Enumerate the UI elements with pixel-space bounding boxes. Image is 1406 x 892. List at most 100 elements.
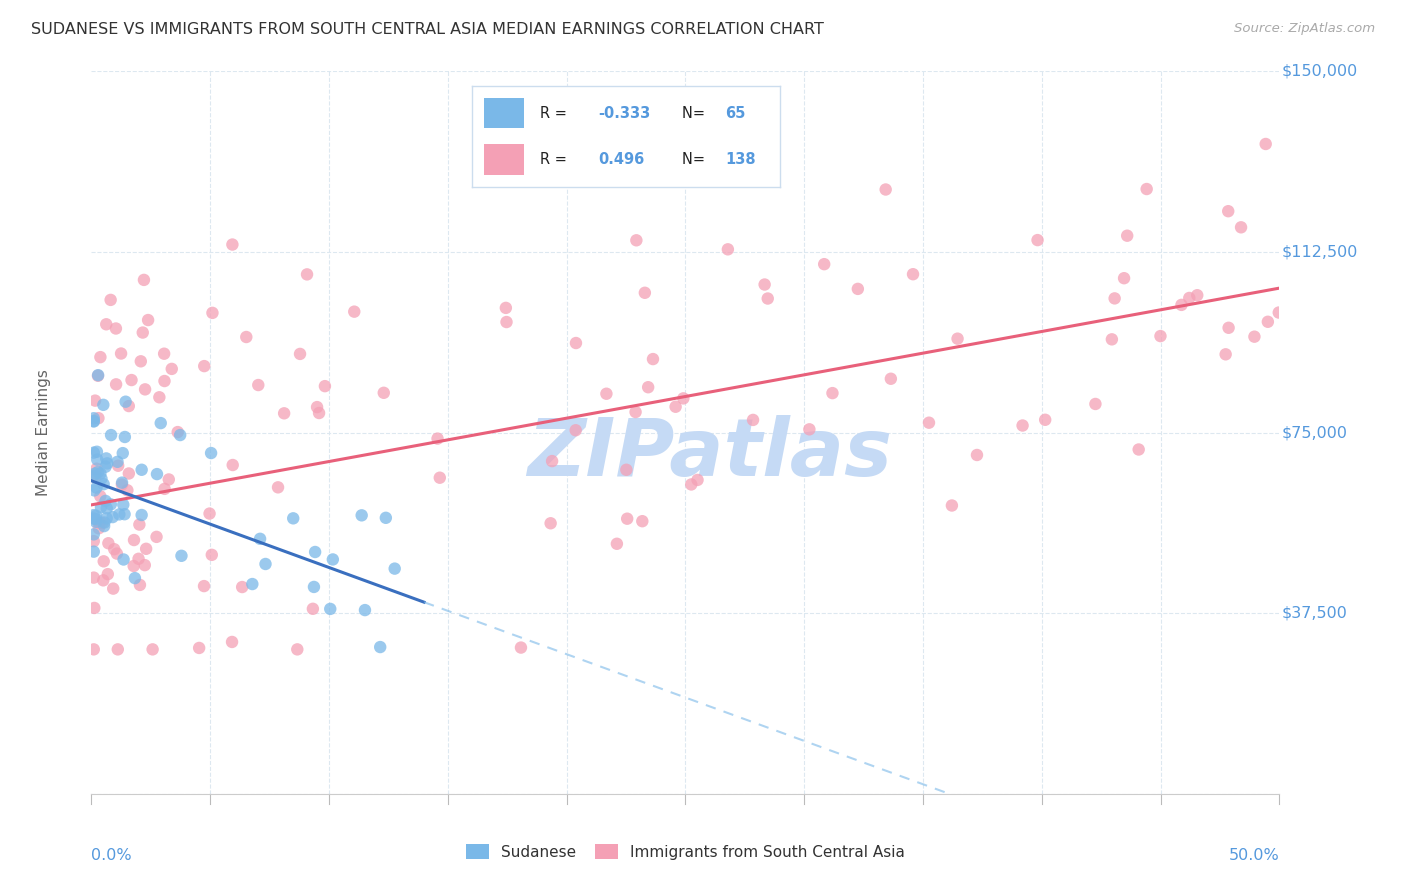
Point	[314, 379, 336, 393]
Text: $37,500: $37,500	[1282, 606, 1348, 621]
Point	[153, 374, 176, 388]
Point	[87, 465, 110, 479]
Point	[86, 461, 108, 475]
Point	[129, 354, 152, 368]
Point	[595, 386, 617, 401]
Point	[142, 642, 165, 657]
Point	[83, 415, 105, 429]
Point	[121, 373, 143, 387]
Point	[201, 306, 224, 320]
Point	[319, 602, 342, 616]
Point	[132, 326, 155, 340]
Text: Median Earnings: Median Earnings	[37, 369, 52, 496]
Point	[429, 471, 451, 485]
Point	[235, 330, 257, 344]
Point	[90, 500, 112, 515]
Point	[616, 512, 638, 526]
Point	[84, 515, 107, 529]
Point	[101, 510, 124, 524]
Text: SUDANESE VS IMMIGRANTS FROM SOUTH CENTRAL ASIA MEDIAN EARNINGS CORRELATION CHART: SUDANESE VS IMMIGRANTS FROM SOUTH CENTRA…	[31, 22, 824, 37]
Point	[240, 577, 263, 591]
Point	[221, 635, 243, 649]
Point	[108, 508, 131, 522]
Point	[1218, 204, 1240, 219]
Point	[193, 579, 215, 593]
Point	[295, 268, 318, 282]
Point	[93, 554, 115, 568]
Point	[221, 237, 243, 252]
Point	[86, 481, 108, 495]
Point	[83, 642, 105, 657]
Point	[231, 580, 253, 594]
Point	[681, 477, 703, 491]
Point	[1104, 292, 1126, 306]
Point	[117, 483, 139, 498]
Point	[267, 480, 290, 494]
Point	[1033, 413, 1056, 427]
Point	[637, 380, 659, 394]
Point	[90, 472, 112, 486]
Point	[1243, 329, 1265, 343]
Point	[1254, 136, 1277, 151]
Point	[107, 458, 129, 473]
Point	[754, 277, 776, 292]
Point	[343, 304, 366, 318]
Point	[606, 537, 628, 551]
Point	[91, 516, 114, 530]
Point	[128, 551, 150, 566]
Point	[131, 463, 153, 477]
Point	[350, 508, 373, 523]
Text: $150,000: $150,000	[1282, 64, 1358, 78]
Point	[112, 552, 135, 566]
Point	[302, 602, 325, 616]
Point	[91, 574, 114, 588]
Point	[308, 406, 330, 420]
Point	[100, 428, 122, 442]
Point	[672, 392, 695, 406]
Point	[742, 413, 765, 427]
Point	[132, 273, 155, 287]
Point	[565, 336, 588, 351]
Point	[1011, 418, 1033, 433]
Point	[946, 332, 969, 346]
Point	[148, 390, 170, 404]
Point	[686, 473, 709, 487]
Point	[83, 483, 105, 498]
Point	[160, 362, 183, 376]
Point	[631, 514, 654, 528]
Point	[89, 489, 111, 503]
Point	[146, 467, 169, 482]
Point	[97, 536, 120, 550]
Point	[83, 571, 105, 585]
Point	[87, 411, 110, 425]
Point	[153, 482, 176, 496]
Text: 50.0%: 50.0%	[1229, 848, 1279, 863]
Point	[1178, 291, 1201, 305]
Point	[288, 347, 311, 361]
Text: 0.0%: 0.0%	[91, 848, 132, 863]
Point	[83, 467, 105, 481]
Point	[94, 459, 117, 474]
Text: $75,000: $75,000	[1282, 425, 1348, 440]
Point	[84, 508, 107, 523]
Point	[373, 385, 395, 400]
Point	[541, 454, 564, 468]
Point	[103, 542, 125, 557]
Text: ZIPatlas: ZIPatlas	[527, 416, 891, 493]
Point	[83, 508, 105, 522]
Point	[273, 406, 295, 420]
Point	[111, 475, 134, 490]
Point	[157, 473, 180, 487]
Point	[665, 400, 688, 414]
Point	[201, 548, 224, 562]
Point	[153, 347, 176, 361]
Point	[495, 315, 517, 329]
Point	[170, 549, 193, 563]
Point	[124, 571, 146, 585]
Point	[1170, 298, 1192, 312]
Point	[128, 517, 150, 532]
Point	[86, 452, 108, 467]
Point	[846, 282, 869, 296]
Point	[96, 456, 118, 470]
Point	[118, 399, 141, 413]
